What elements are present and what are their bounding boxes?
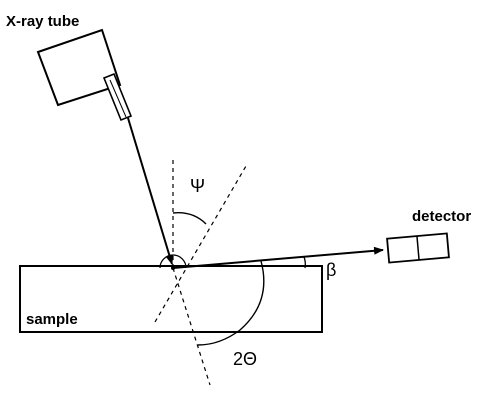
sample-block — [19, 265, 323, 333]
detector — [386, 232, 450, 264]
beta-label: β — [326, 260, 336, 280]
origin-point — [171, 266, 175, 270]
beta-angle-arc — [303, 256, 306, 269]
origin-arc — [159, 254, 187, 269]
psi-label: Ψ — [190, 176, 205, 196]
two-theta-angle-arc — [197, 260, 265, 346]
diffracted-beam-arrow — [172, 246, 384, 269]
detector-label: detector — [412, 208, 471, 225]
xray-tube — [36, 28, 133, 122]
sample-label: sample — [26, 311, 78, 328]
xray-tube-label: X-ray tube — [6, 13, 79, 30]
psi-angle-arc — [172, 212, 207, 225]
incident-beam-arrow — [127, 117, 174, 265]
tilted-axis-line — [154, 165, 247, 323]
xray-tube-body — [36, 28, 122, 107]
two-theta-label: 2Θ — [233, 349, 257, 369]
